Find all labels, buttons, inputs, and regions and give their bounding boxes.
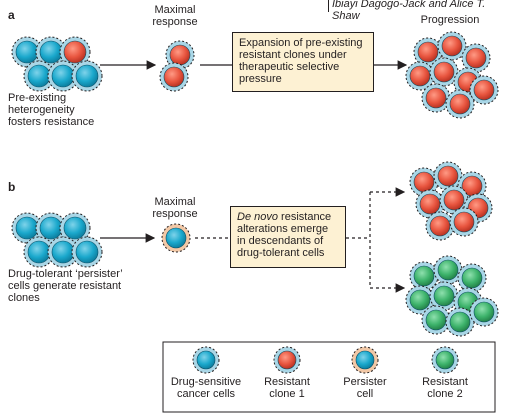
legend-line: cell [356, 388, 374, 400]
panel-b-mechanism-box: De novo resistance alterations emerge in… [230, 206, 346, 268]
outcome-red-cell [425, 211, 455, 241]
legend-resistant1-swatch [273, 346, 301, 374]
legend-box [162, 341, 496, 413]
author-credit: Ibiayi Dagogo-Jack and Alice T. Shaw [332, 0, 486, 22]
legend-resistant2-swatch [431, 346, 459, 374]
box-line: De novo resistance [237, 211, 339, 223]
legend-line: Persister [343, 376, 387, 388]
legend-label-resistant1: Resistant clone 1 [252, 376, 322, 400]
box-line: Expansion of pre-existing [239, 37, 363, 49]
panel-b-label: b [8, 180, 16, 194]
panel-a-maximal-response: Maximal response [140, 4, 210, 28]
outcome-red-cell [433, 161, 463, 191]
cluster-b-cell [59, 212, 91, 244]
progression-a-cell [413, 37, 443, 67]
caption-line: response [152, 208, 198, 220]
progression-a-cell [469, 75, 499, 105]
outcome-green-cell [421, 305, 451, 335]
outcome-green-cell [469, 297, 499, 327]
emphasis-text: De novo [237, 211, 278, 223]
legend-persister-swatch [351, 346, 379, 374]
caption-line: heterogeneity [8, 104, 75, 116]
caption-line: Maximal [154, 196, 196, 208]
progression-a-cell [445, 89, 475, 119]
author-divider [328, 0, 329, 12]
outcome-green-cell [405, 285, 435, 315]
panel-a-left-caption: Pre-existing heterogeneity fosters resis… [8, 92, 94, 128]
cluster-b-cell [11, 212, 43, 244]
legend-label-resistant2: Resistant clone 2 [410, 376, 480, 400]
legend-line: clone 1 [269, 388, 305, 400]
caption-line: Pre-existing [8, 92, 67, 104]
caption-line: Maximal [154, 4, 196, 16]
caption-line: Drug-tolerant ‘persister’ [8, 268, 123, 280]
cluster-a-cell [35, 36, 67, 68]
box-line: drug-tolerant cells [237, 247, 325, 259]
panel-a-progression-label: Progression [420, 14, 480, 26]
legend-line: cancer cells [176, 388, 236, 400]
cluster-b-cell [71, 236, 103, 268]
legend-line: clone 2 [427, 388, 463, 400]
outcome-green-cell [409, 261, 439, 291]
box-line: alterations emerge [237, 223, 329, 235]
legend-line: Drug-sensitive [170, 376, 242, 388]
box-line: in descendants of [237, 235, 324, 247]
legend-sensitive-swatch [192, 346, 220, 374]
caption-line: response [152, 16, 198, 28]
max-response-a-cell [159, 62, 189, 92]
caption-line: cells generate resistant [8, 280, 122, 292]
progression-a-cell [405, 61, 435, 91]
outcome-red-cell [439, 185, 469, 215]
box-line: pressure [239, 73, 282, 85]
persister-b-cell [161, 223, 191, 253]
outcome-green-cell [457, 263, 487, 293]
legend-line: Resistant [422, 376, 468, 388]
progression-a-cell [461, 43, 491, 73]
cluster-b-cell [47, 236, 79, 268]
caption-line: clones [8, 292, 40, 304]
branch-b [346, 192, 371, 288]
outcome-red-cell [449, 207, 479, 237]
cluster-a-cell [59, 36, 91, 68]
caption-line: fosters resistance [8, 116, 95, 128]
box-line: resistant clones under [239, 49, 347, 61]
box-line: therapeutic selective [239, 61, 340, 73]
cluster-a-cell [71, 60, 103, 92]
progression-a-cell [421, 83, 451, 113]
cluster-b-cell [23, 236, 55, 268]
outcome-green-cell [429, 281, 459, 311]
progression-a-cell [429, 57, 459, 87]
legend-line: Resistant [264, 376, 310, 388]
legend-label-persister: Persister cell [330, 376, 400, 400]
outcome-red-cell [409, 167, 439, 197]
outcome-green-cell [445, 307, 475, 337]
box-text: resistance [277, 211, 332, 223]
panel-a-label: a [8, 8, 15, 22]
panel-b-left-caption: Drug-tolerant ‘persister’ cells generate… [8, 268, 123, 304]
outcome-red-cell [415, 189, 445, 219]
connector-lines [100, 60, 408, 293]
progression-a-cell [437, 31, 467, 61]
cluster-a-cell [23, 60, 55, 92]
panel-a-mechanism-box: Expansion of pre-existing resistant clon… [232, 32, 374, 92]
panel-b-maximal-response: Maximal response [140, 196, 210, 220]
legend-label-sensitive: Drug-sensitive cancer cells [166, 376, 246, 400]
